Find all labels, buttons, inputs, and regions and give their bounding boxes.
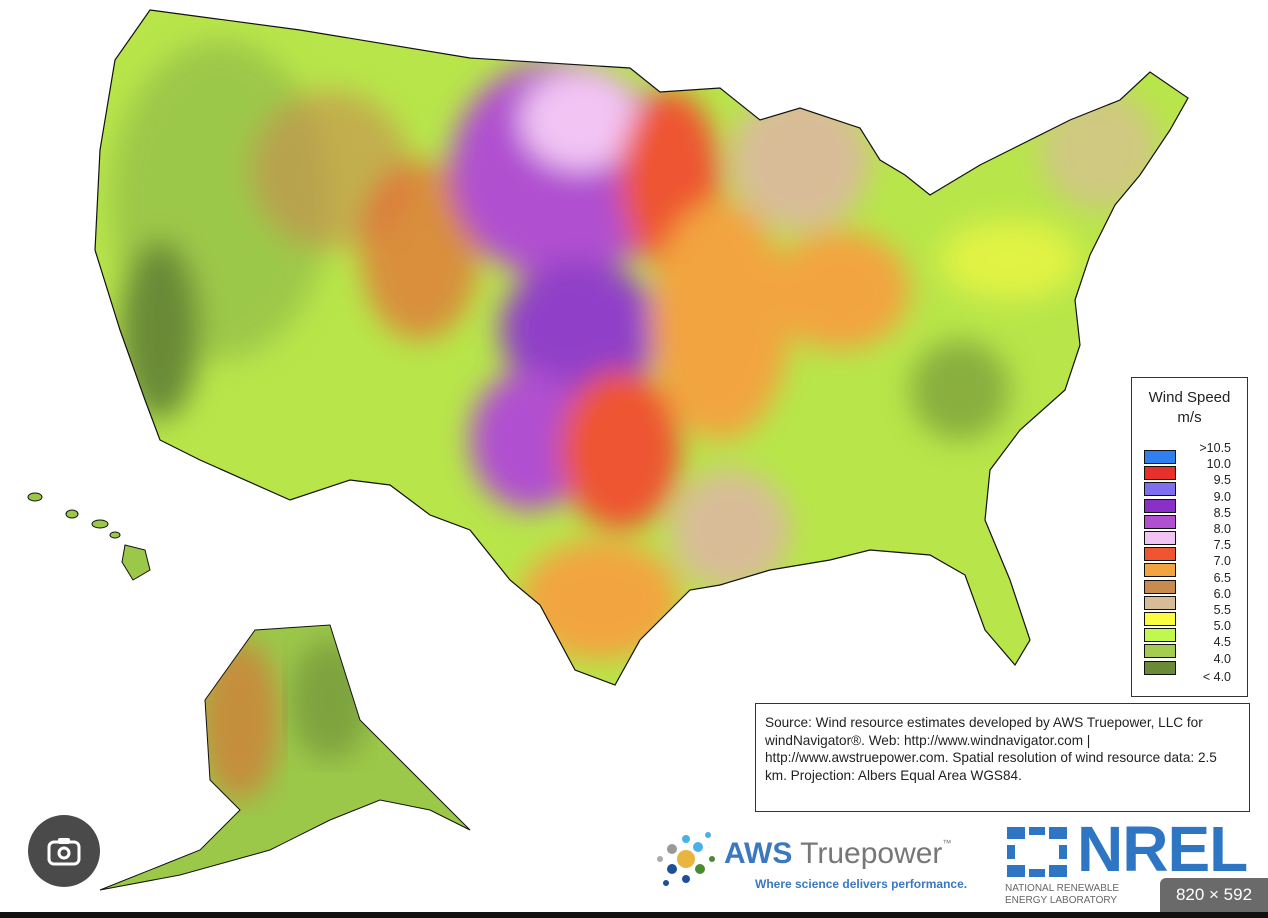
legend-label: 4.5: [1213, 635, 1231, 650]
legend-swatch: [1144, 612, 1176, 626]
legend-label: < 4.0: [1202, 670, 1231, 684]
legend-swatch: [1144, 563, 1176, 578]
legend-swatch: [1144, 482, 1176, 497]
aws-name: AWS: [724, 837, 793, 870]
legend-swatch: [1144, 466, 1176, 481]
legend-label: 6.0: [1213, 586, 1231, 601]
contiguous-us: [95, 10, 1188, 685]
truepower-name: Truepower: [800, 837, 943, 870]
bottom-bar: [0, 912, 1268, 918]
legend-label: 8.5: [1213, 505, 1231, 520]
legend-label: 8.0: [1213, 522, 1231, 536]
legend-label: 6.5: [1213, 570, 1231, 585]
alaska: [100, 625, 470, 890]
legend-unit: m/s: [1177, 409, 1202, 426]
google-lens-icon: [47, 838, 81, 866]
legend-label: 7.0: [1213, 554, 1231, 569]
legend-swatch: [1144, 579, 1176, 594]
source-note: Source: Wind resource estimates develope…: [755, 703, 1250, 812]
legend-swatch: [1144, 628, 1176, 643]
nrel-name: NREL: [1077, 813, 1248, 885]
legend-swatch: [1144, 644, 1176, 659]
aws-dots-icon: [657, 832, 715, 886]
legend-swatch: [1144, 450, 1176, 464]
legend-label: 9.5: [1213, 473, 1231, 488]
hawaii: [27, 492, 151, 581]
legend-swatch: [1144, 514, 1176, 529]
legend-swatch: [1144, 660, 1176, 675]
legend-label: 4.0: [1213, 651, 1231, 666]
wind-speed-legend: Wind Speed m/s >10.5 10.0 9.5 9.0 8.5 8.0 7.5 7…: [1131, 377, 1248, 697]
legend-label: 5.5: [1213, 603, 1231, 617]
legend-label: >10.5: [1199, 441, 1231, 455]
google-lens-button[interactable]: [28, 815, 100, 887]
legend-swatch: [1144, 547, 1176, 562]
nrel-subtitle: NATIONAL RENEWABLE ENERGY LABORATORY: [1005, 883, 1120, 906]
legend-swatch: [1144, 531, 1176, 545]
nrel-emblem-icon: [1007, 827, 1067, 877]
image-dimensions-badge: 820 × 592: [1160, 878, 1268, 912]
legend-label: 7.5: [1213, 538, 1231, 553]
legend-label: 9.0: [1213, 489, 1231, 504]
trademark: ™: [942, 838, 952, 848]
legend-label: 10.0: [1206, 457, 1231, 472]
aws-truepower-logo: AWS Truepower™ Where science delivers pe…: [652, 825, 992, 895]
legend-swatch: [1144, 498, 1176, 513]
legend-title: Wind Speed: [1148, 389, 1231, 406]
legend-swatch: [1144, 595, 1176, 610]
legend-label: 5.0: [1213, 619, 1231, 634]
aws-tagline: Where science delivers performance.: [755, 877, 968, 891]
nrel-logo: NREL NATIONAL RENEWABLE ENERGY LABORATOR…: [1005, 817, 1265, 910]
